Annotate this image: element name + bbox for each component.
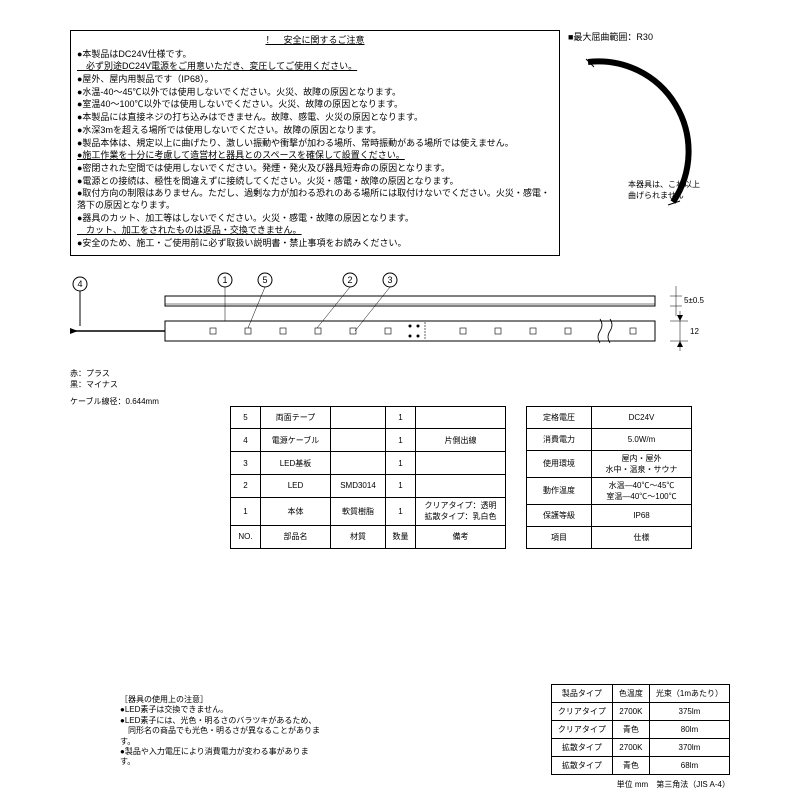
svg-text:12: 12 <box>690 327 699 336</box>
type-table: 製品タイプ色温度光束（1mあたり）クリアタイプ2700K375lmクリアタイプ青… <box>551 684 730 775</box>
usage-notes: ［器具の使用上の注意］ ●LED素子は交換できません。●LED素子には、光色・明… <box>120 695 320 768</box>
svg-text:5: 5 <box>262 275 267 285</box>
spec-table: 定格電圧DC24V消費電力5.0W/m使用環境屋内・屋外水中・温泉・サウナ動作温… <box>526 406 692 549</box>
safety-title: ！ 安全に関するご注意 <box>77 35 553 47</box>
svg-text:2: 2 <box>347 275 352 285</box>
product-diagram: 4 1 5 2 3 5±0.5 <box>70 266 730 396</box>
safety-warnings: ！ 安全に関するご注意 ●本製品はDC24V仕様です。 必ず別途DC24V電源を… <box>70 30 560 256</box>
bend-section: ■最大屈曲範囲：R30 本器具は、これ以上 曲げられません <box>568 30 718 256</box>
footer-note: 単位 mm 第三角法（JIS A-4） <box>617 779 730 790</box>
bend-title: ■最大屈曲範囲：R30 <box>568 30 718 43</box>
svg-text:4: 4 <box>77 279 82 289</box>
svg-text:1: 1 <box>222 275 227 285</box>
svg-text:3: 3 <box>387 275 392 285</box>
cable-diameter: ケーブル線径：0.644mm <box>70 396 730 407</box>
parts-table: 5両面テープ14電源ケーブル1片側出線3LED基板12LEDSMD301411本… <box>230 406 506 549</box>
svg-text:5±0.5: 5±0.5 <box>684 296 705 305</box>
